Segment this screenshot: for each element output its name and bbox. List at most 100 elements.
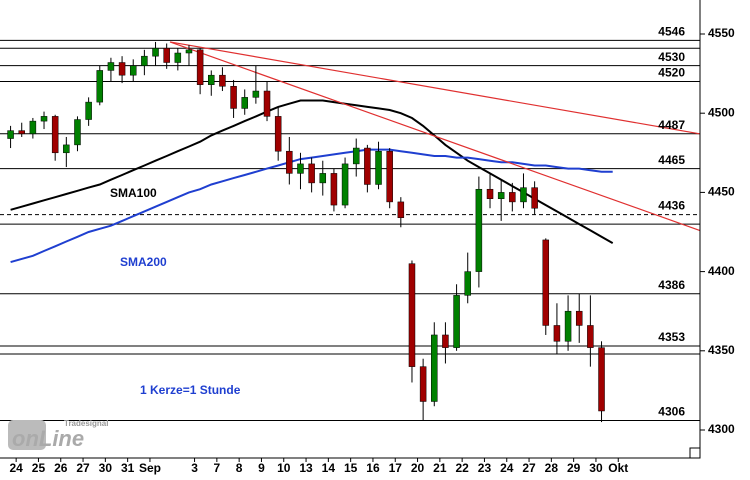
candle-body: [208, 74, 215, 85]
y-tick-label: 4550: [708, 26, 735, 40]
candle-body: [375, 150, 382, 185]
x-tick-label: 23: [478, 461, 492, 475]
x-tick-label: 16: [366, 461, 380, 475]
candle-body: [96, 70, 104, 103]
x-tick-label: 27: [76, 461, 90, 475]
x-tick-label: 17: [389, 461, 403, 475]
y-tick-label: 4500: [708, 105, 735, 119]
level-label: 4546: [658, 25, 685, 39]
x-tick-label: 7: [214, 461, 221, 475]
candle-body: [442, 334, 449, 348]
candle-body: [453, 295, 460, 348]
y-tick-label: 4400: [708, 264, 735, 278]
candle-body: [397, 201, 405, 218]
series-label: SMA200: [120, 255, 167, 269]
candle-body: [163, 48, 170, 63]
watermark: Tradesignal onLine: [8, 419, 108, 451]
candle-body: [230, 86, 237, 109]
plot-area: [0, 39, 700, 423]
candle-body: [341, 163, 349, 206]
candle-body: [431, 334, 438, 402]
x-tick-label: Sep: [139, 461, 161, 475]
candle-body: [185, 49, 193, 54]
candle-body: [297, 163, 304, 174]
candle-body: [18, 130, 25, 135]
x-tick-label: 30: [589, 461, 603, 475]
x-tick-label: 8: [236, 461, 243, 475]
trendline: [169, 41, 700, 231]
x-tick-label: 24: [500, 461, 514, 475]
candle-body: [553, 325, 561, 342]
x-tick-label: 26: [54, 461, 68, 475]
candle-body: [497, 192, 505, 199]
candle-body: [587, 325, 594, 348]
candle-body: [29, 120, 37, 135]
candle-body: [118, 62, 126, 76]
x-tick-label: 10: [277, 461, 291, 475]
candle-body: [598, 347, 605, 412]
candle-body: [219, 74, 226, 87]
candle-body: [564, 310, 572, 342]
candle-body: [575, 310, 583, 326]
level-label: 4487: [658, 118, 685, 132]
candle-body: [252, 90, 260, 98]
candle-body: [152, 48, 159, 57]
x-tick-label: 27: [522, 461, 536, 475]
y-tick-label: 4300: [708, 422, 735, 436]
y-tick-label: 4450: [708, 185, 735, 199]
candle-body: [352, 147, 360, 165]
candle-body: [308, 163, 315, 184]
candle-body: [174, 52, 182, 63]
level-label: 4436: [658, 199, 685, 213]
candle-body: [85, 101, 92, 120]
candle-body: [531, 187, 538, 209]
candle-body: [74, 119, 81, 146]
x-tick-label: 3: [191, 461, 198, 475]
candle-body: [520, 187, 527, 203]
candle-body: [408, 263, 416, 367]
candle-body: [319, 173, 327, 184]
x-tick-label: 13: [299, 461, 313, 475]
candle-body: [386, 150, 393, 203]
candle-body: [141, 55, 148, 66]
series-label: SMA100: [110, 186, 157, 200]
level-label: 4353: [658, 330, 685, 344]
candle-body: [51, 116, 59, 154]
level-label: 4386: [658, 278, 685, 292]
candle-body: [486, 188, 494, 199]
candle-body: [286, 150, 293, 174]
candle-body: [63, 144, 70, 154]
candle-body: [330, 173, 338, 206]
candle-body: [475, 188, 483, 272]
candle-body: [509, 192, 516, 203]
candle-body: [129, 65, 137, 76]
trendline: [169, 41, 700, 135]
x-tick-label: 25: [32, 461, 46, 475]
x-tick-label: 9: [258, 461, 265, 475]
level-label: 4465: [658, 153, 685, 167]
annotation: 1 Kerze=1 Stunde: [140, 383, 241, 397]
x-tick-label: 15: [344, 461, 358, 475]
x-tick-label: 29: [567, 461, 581, 475]
x-tick-label: 30: [99, 461, 113, 475]
x-tick-label: 21: [433, 461, 447, 475]
x-tick-label: 28: [545, 461, 559, 475]
x-tick-label: 20: [411, 461, 425, 475]
candle-body: [107, 62, 115, 71]
corner-box: [689, 447, 701, 459]
candle-body: [464, 271, 471, 296]
logo-top: Tradesignal: [64, 419, 108, 428]
candle-body: [263, 90, 271, 117]
candle-body: [274, 116, 282, 152]
x-tick-label: Okt: [608, 461, 628, 475]
x-tick-label: 22: [455, 461, 469, 475]
candle-body: [241, 97, 248, 109]
x-tick-label: 14: [322, 461, 336, 475]
logo-main: onLine: [12, 426, 84, 451]
level-label: 4530: [658, 50, 685, 64]
candle-body: [419, 366, 427, 402]
x-tick-label: 31: [121, 461, 135, 475]
level-label: 4306: [658, 405, 685, 419]
candle-body: [7, 130, 14, 139]
